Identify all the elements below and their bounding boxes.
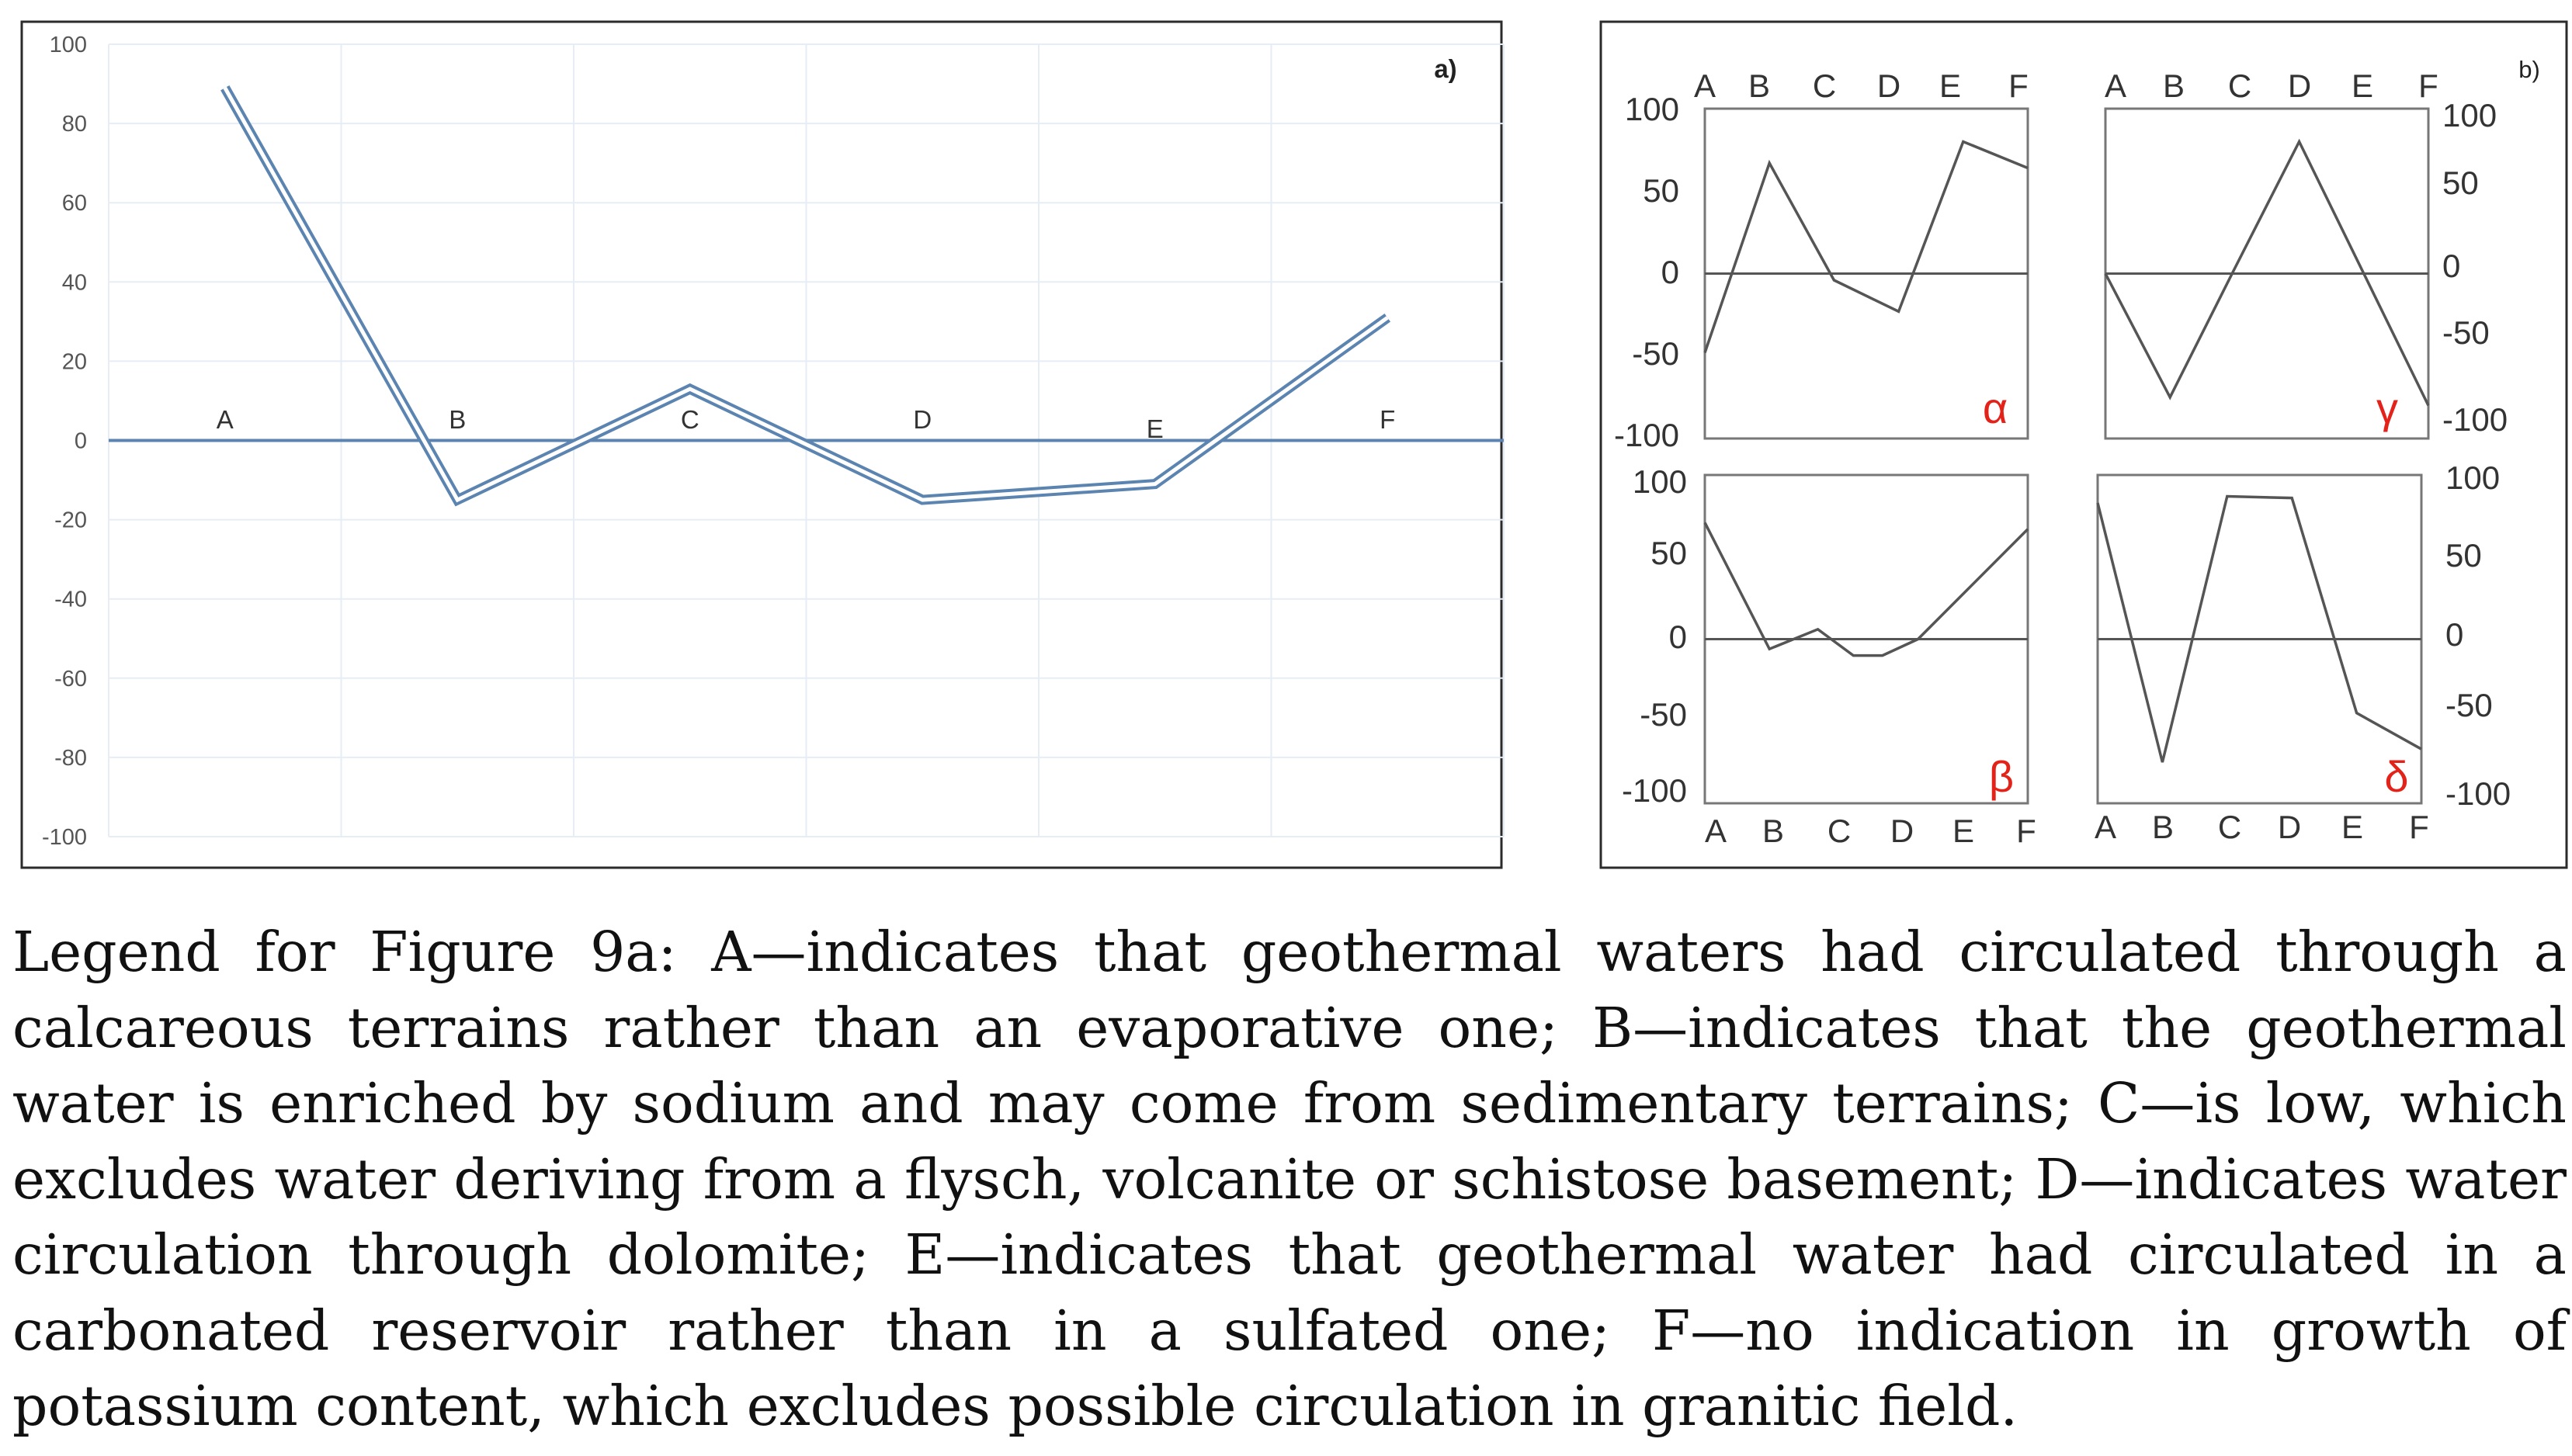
y-tick-label: 20 xyxy=(62,349,87,374)
category-label: B xyxy=(1748,68,1770,104)
series-line xyxy=(2104,138,2430,407)
y-tick-label: -100 xyxy=(1614,417,1679,453)
category-label: A xyxy=(1694,68,1716,104)
category-label: F xyxy=(2409,809,2429,845)
y-tick-label: -50 xyxy=(1632,335,1679,372)
subplot-beta: 100 50 0 -50 -100 A B C D E Fβ xyxy=(1622,463,2036,849)
category-label: E xyxy=(2352,68,2373,104)
category-label: B xyxy=(2163,68,2185,104)
series-line xyxy=(1703,140,2029,354)
series-line xyxy=(223,86,1389,503)
subplot-label: δ xyxy=(2384,752,2408,801)
y-tick-label: 0 xyxy=(1661,254,1679,290)
category-label: C xyxy=(2218,809,2241,845)
panel-b-frame xyxy=(1599,20,2568,869)
category-label: B xyxy=(2152,809,2174,845)
y-tick-label: -50 xyxy=(2445,687,2493,723)
subplot-label: β xyxy=(1989,752,2014,801)
category-label: A xyxy=(2095,809,2116,845)
y-tick-label: -60 xyxy=(54,667,87,692)
category-label: F xyxy=(1380,405,1395,434)
category-label: D xyxy=(2288,68,2311,104)
y-tick-label: -100 xyxy=(1622,772,1687,809)
category-label: E xyxy=(2341,809,2363,845)
y-tick-label: 50 xyxy=(2445,537,2482,574)
category-label: D xyxy=(2278,809,2301,845)
panel-a-chart: 100 80 60 40 20 0 -20 -40 -60 -80 -100 A B C D E Fa) xyxy=(20,20,1505,869)
y-tick-label: 0 xyxy=(75,429,87,454)
y-tick-label: 100 xyxy=(1625,91,1679,127)
figure-caption: Legend for Figure 9a: A—indicates that g… xyxy=(12,920,2567,1438)
y-tick-label: -100 xyxy=(42,825,87,850)
category-label: F xyxy=(2008,68,2029,104)
y-tick-label: -100 xyxy=(2445,775,2511,812)
subplot-gamma: 100 50 0 -50 -100 A B C D E Fγ xyxy=(2104,68,2508,440)
category-label: D xyxy=(1890,813,1914,849)
y-tick-label: 0 xyxy=(1669,619,1687,655)
y-tick-label: 0 xyxy=(2442,248,2460,284)
category-label: E xyxy=(1939,68,1961,104)
y-tick-label: 50 xyxy=(1650,535,1687,571)
y-tick-label: -50 xyxy=(2442,314,2490,351)
category-label: B xyxy=(1762,813,1784,849)
category-label: E xyxy=(1147,414,1164,443)
category-label: A xyxy=(217,405,234,434)
category-label: C xyxy=(1813,68,1836,104)
category-label: C xyxy=(681,405,699,434)
y-tick-label: -80 xyxy=(54,746,87,771)
y-tick-label: -100 xyxy=(2442,401,2508,438)
subplot-label: α xyxy=(1983,383,2008,432)
category-label: F xyxy=(2016,813,2036,849)
y-tick-label: -40 xyxy=(54,588,87,612)
series-line xyxy=(1703,522,2029,657)
y-tick-label: 100 xyxy=(2445,459,2500,496)
category-label: C xyxy=(2228,68,2251,104)
category-label: A xyxy=(2105,68,2126,104)
subplot-alpha: 100 50 0 -50 -100 A B C D E Fα xyxy=(1614,68,2029,453)
y-tick-label: 100 xyxy=(50,33,87,57)
category-label: D xyxy=(913,405,932,434)
y-tick-label: 50 xyxy=(1643,172,1679,209)
category-label: D xyxy=(1877,68,1900,104)
y-tick-label: 50 xyxy=(2442,165,2479,201)
y-tick-label: 0 xyxy=(2445,616,2463,653)
subplot-delta: 100 50 0 -50 -100 A B C D E Fδ xyxy=(2095,459,2511,845)
y-tick-label: 100 xyxy=(1633,463,1687,500)
category-label: A xyxy=(1705,813,1727,849)
y-tick-label: 80 xyxy=(62,112,87,137)
panel-b-label: b) xyxy=(2518,56,2540,83)
y-tick-label: -20 xyxy=(54,508,87,533)
category-label: B xyxy=(449,405,466,434)
panel-a-frame xyxy=(20,20,1503,869)
y-tick-label: -50 xyxy=(1640,696,1687,733)
y-tick-label: 100 xyxy=(2442,97,2497,133)
category-label: E xyxy=(1952,813,1974,849)
y-tick-label: 60 xyxy=(62,191,87,216)
y-tick-label: 40 xyxy=(62,270,87,295)
category-label: C xyxy=(1827,813,1851,849)
category-label: F xyxy=(2418,68,2438,104)
subplot-label: γ xyxy=(2376,383,2398,432)
series-line xyxy=(2096,494,2422,763)
panel-a-label: a) xyxy=(1434,54,1456,83)
